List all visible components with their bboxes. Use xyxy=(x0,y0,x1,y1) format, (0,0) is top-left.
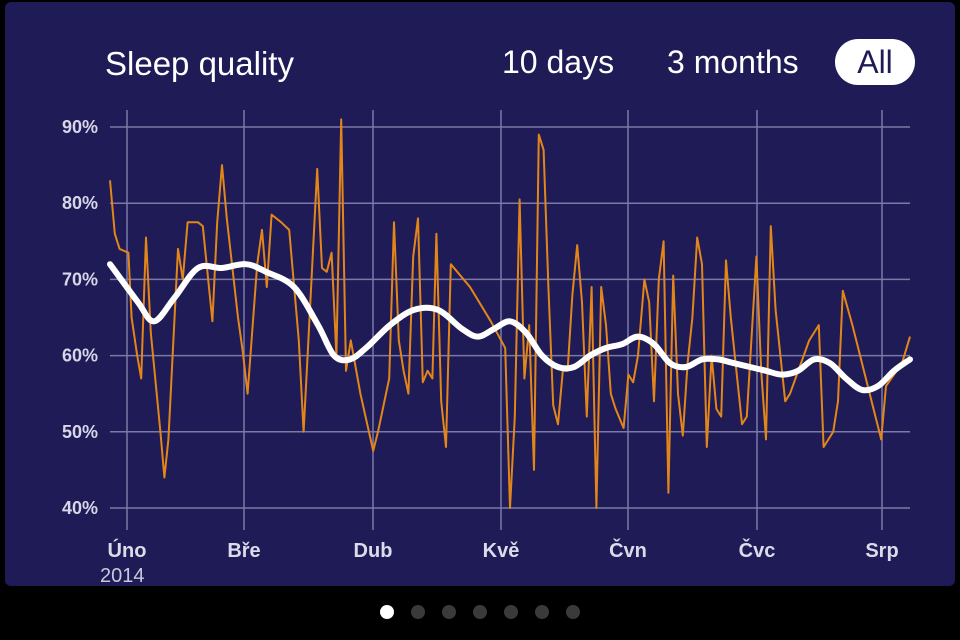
x-axis-labels: Úno Bře Dub Kvě Čvn Čvc Srp 2014 xyxy=(100,538,899,586)
chart-series xyxy=(107,118,913,509)
page-dot[interactable] xyxy=(504,605,518,619)
range-tab-10-days[interactable]: 10 days xyxy=(502,44,615,80)
x-tick-label: Úno xyxy=(108,538,147,562)
page-dot[interactable] xyxy=(442,605,456,619)
x-tick-label: Bře xyxy=(227,540,260,562)
page-indicator[interactable] xyxy=(0,605,960,623)
x-tick-label: Dub xyxy=(354,540,393,562)
y-axis-labels: 40% 50% 60% 70% 80% 90% xyxy=(62,117,98,518)
page-dot[interactable] xyxy=(473,605,487,619)
x-tick-label: Čvc xyxy=(739,538,776,562)
chart-card: 40% 50% 60% 70% 80% 90% Úno Bře Dub Kvě Čvn Čvc Srp… xyxy=(5,2,955,586)
page-dot[interactable] xyxy=(535,605,549,619)
y-tick-label: 60% xyxy=(62,346,98,366)
range-tab-all[interactable]: All xyxy=(835,39,915,85)
smoothed-quality-line xyxy=(107,261,913,394)
sleep-quality-chart: 40% 50% 60% 70% 80% 90% Úno Bře Dub Kvě Čvn Čvc Srp… xyxy=(62,110,913,586)
page-dot[interactable] xyxy=(380,605,394,619)
page-title: Sleep quality xyxy=(105,45,294,82)
raw-quality-line xyxy=(109,118,911,509)
y-tick-label: 90% xyxy=(62,117,98,137)
page-dot[interactable] xyxy=(566,605,580,619)
year-label: 2014 xyxy=(100,565,145,586)
y-tick-label: 70% xyxy=(62,269,98,289)
x-tick-label: Srp xyxy=(865,540,898,562)
y-tick-label: 50% xyxy=(62,422,98,442)
page-dot[interactable] xyxy=(411,605,425,619)
y-tick-label: 80% xyxy=(62,193,98,213)
x-tick-label: Kvě xyxy=(483,540,520,562)
range-tab-3-months[interactable]: 3 months xyxy=(667,44,799,80)
y-tick-label: 40% xyxy=(62,498,98,518)
x-tick-label: Čvn xyxy=(609,538,647,562)
